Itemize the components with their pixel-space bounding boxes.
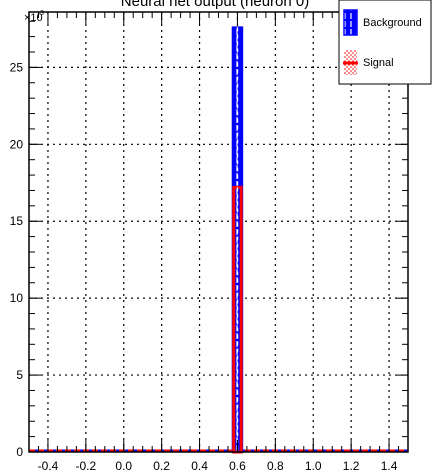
legend-swatch-background [343, 9, 358, 36]
x-tick-label-3: 0.2 [153, 459, 170, 473]
legend-entry-signal: Signal [343, 50, 394, 75]
y-tick-label-3: 15 [10, 214, 24, 228]
x-tick-label-8: 1.2 [343, 459, 360, 473]
x-tick-label-6: 0.8 [267, 459, 284, 473]
x-tick-label-4: 0.4 [191, 459, 208, 473]
y-tick-label-5: 25 [10, 60, 24, 74]
x-axis-tick-labels: -0.4 -0.2 0.0 0.2 0.4 0.6 0.8 1.0 1.2 1.4 [38, 459, 398, 473]
y-tick-label-0: 0 [16, 445, 23, 459]
y-tick-label-2: 10 [10, 291, 24, 305]
legend-label-background: Background [363, 17, 422, 29]
y-multiplier-exponent: 3 [40, 10, 44, 17]
x-tick-label-7: 1.0 [305, 459, 322, 473]
y-tick-label-1: 5 [16, 368, 23, 382]
x-tick-label-5: 0.6 [229, 459, 246, 473]
grid-lines [29, 12, 408, 452]
x-tick-label-9: 1.4 [381, 459, 398, 473]
chart-title: Neural net output (neuron 0) [121, 0, 309, 10]
y-axis-multiplier: ×10 3 [24, 10, 44, 24]
legend-entry-background: Background [343, 9, 422, 36]
legend: Background Signal [338, 0, 432, 85]
x-tick-label-2: 0.0 [115, 459, 132, 473]
y-tick-label-4: 20 [10, 137, 24, 151]
x-axis-ticks [28, 12, 409, 452]
y-multiplier-label: ×10 [24, 12, 43, 24]
y-axis-tick-labels: 0 5 10 15 20 25 [10, 60, 24, 459]
x-tick-label-1: -0.2 [76, 459, 97, 473]
legend-label-signal: Signal [363, 57, 394, 69]
x-tick-label-0: -0.4 [38, 459, 59, 473]
